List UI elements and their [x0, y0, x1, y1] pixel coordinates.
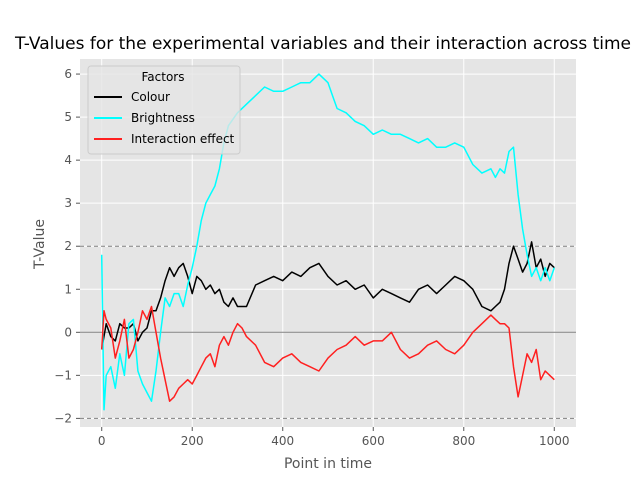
y-tick-label: −1	[54, 368, 72, 382]
legend-label-interaction-effect: Interaction effect	[131, 132, 235, 146]
y-tick-label: 5	[64, 110, 72, 124]
y-tick-label: 3	[64, 196, 72, 210]
x-tick-label: 800	[452, 434, 475, 448]
series-line-colour	[100, 241, 555, 350]
y-tick-label: 0	[64, 325, 72, 339]
chart-title: T-Values for the experimental variables …	[14, 34, 631, 54]
legend-label-colour: Colour	[131, 90, 170, 104]
x-axis-label: Point in time	[284, 456, 372, 472]
legend-box	[87, 65, 241, 155]
series-lines	[100, 73, 556, 411]
y-tick-label: 6	[64, 67, 72, 81]
legend: Factors Colour Brightness Interaction effe…	[87, 65, 241, 155]
series-line-brightness	[100, 73, 556, 411]
y-axis-ticks: −2 −1 0 1 2 3 4 5 6	[54, 67, 80, 425]
y-tick-label: −2	[54, 411, 72, 425]
x-tick-label: 400	[271, 434, 294, 448]
x-axis-ticks: 0 200 400 600 800 1000	[98, 427, 570, 448]
y-tick-label: 4	[64, 153, 72, 167]
x-tick-label: 0	[98, 434, 106, 448]
series-line-interaction-effect	[100, 305, 555, 402]
reference-lines	[80, 245, 576, 419]
legend-label-brightness: Brightness	[131, 111, 195, 125]
legend-title: Factors	[142, 70, 185, 84]
x-tick-label: 600	[362, 434, 385, 448]
y-axis-label: T-Value	[32, 219, 48, 270]
y-tick-label: 1	[64, 282, 72, 296]
legend-entries: Colour Brightness Interaction effect	[94, 90, 235, 146]
x-tick-label: 200	[181, 434, 204, 448]
y-tick-label: 2	[64, 239, 72, 253]
x-tick-label: 1000	[539, 434, 570, 448]
